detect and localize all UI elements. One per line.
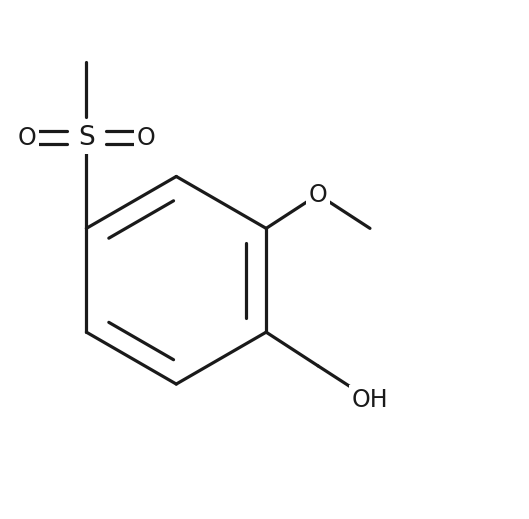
Text: O: O — [17, 126, 36, 149]
Text: OH: OH — [352, 388, 388, 412]
Text: O: O — [136, 126, 156, 149]
Text: O: O — [309, 183, 327, 207]
Text: S: S — [78, 125, 95, 151]
Text: OH: OH — [352, 388, 388, 412]
Text: O: O — [309, 183, 327, 207]
Text: O: O — [17, 126, 36, 149]
Text: S: S — [78, 125, 95, 151]
Text: O: O — [136, 126, 156, 149]
